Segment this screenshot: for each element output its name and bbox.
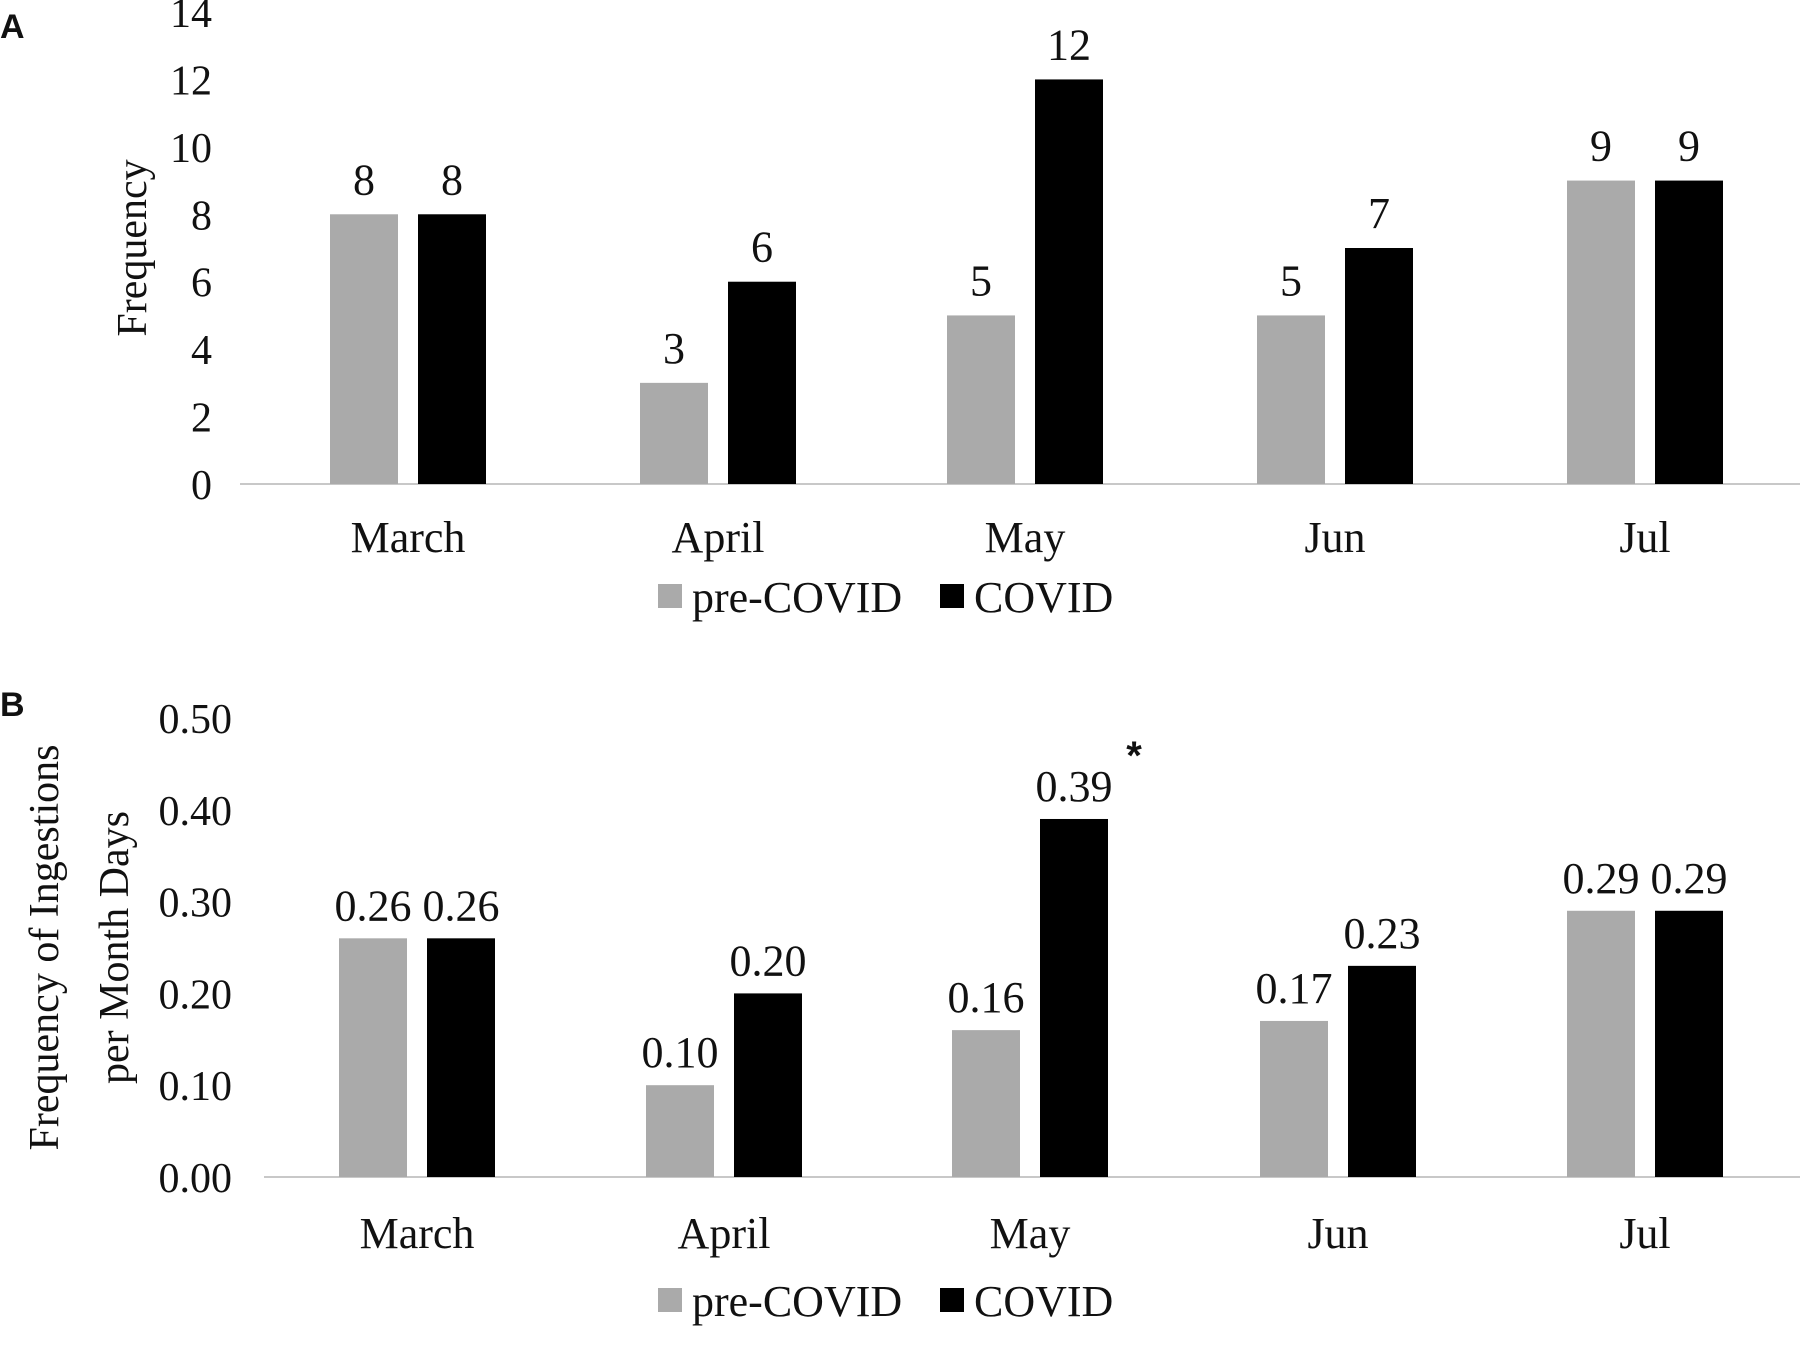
panel-b-category-label: March [360, 1209, 475, 1258]
panel-a-data-label: 12 [1047, 20, 1091, 69]
panel-b-y-tick-label: 0.40 [159, 789, 233, 835]
panel-a-category-label: April [672, 513, 765, 562]
panel-b-data-label: 0.26 [423, 881, 500, 930]
panel-b-y-axis-label: Frequency of Ingestions [22, 745, 68, 1151]
panel-a-category-label: Jul [1619, 513, 1670, 562]
panel-b-bar-pre-covid-april [646, 1085, 714, 1177]
panel-b-bar-covid-april [734, 993, 802, 1177]
panel-b-data-label: 0.29 [1651, 854, 1728, 903]
panel-a-bar-covid-april [728, 281, 796, 484]
panel-a-category-label: March [351, 513, 466, 562]
panel-a-data-label: 5 [970, 256, 992, 305]
panel-a-bar-pre-covid-april [640, 382, 708, 484]
panel-b-bar-covid-jul [1655, 910, 1723, 1177]
panel-b-data-label: 0.16 [948, 973, 1025, 1022]
panel-b-data-label: 0.29 [1563, 854, 1640, 903]
panel-b-bar-pre-covid-march [339, 938, 407, 1177]
panel-a-y-tick-label: 10 [170, 126, 212, 172]
panel-b-bar-pre-covid-may [952, 1030, 1020, 1177]
panel-a-y-tick-label: 4 [191, 328, 212, 374]
panel-a-bar-covid-jul [1655, 180, 1723, 485]
panel-b-category-label: Jul [1619, 1209, 1670, 1258]
panel-a-data-label: 3 [663, 324, 685, 373]
panel-b-bar-pre-covid-jun [1260, 1020, 1328, 1177]
panel-letter-b: B [0, 686, 25, 724]
panel-b-bar-pre-covid-jul [1567, 910, 1635, 1177]
panel-a-bar-covid-jun [1345, 248, 1413, 484]
panel-a-category-label: May [985, 513, 1066, 562]
panel-b-data-label: 0.10 [642, 1028, 719, 1077]
panel-a-data-label: 5 [1280, 256, 1302, 305]
panel-a-legend-label: COVID [974, 573, 1113, 622]
panel-b-data-label: 0.17 [1256, 964, 1333, 1013]
panel-b-category-label: Jun [1307, 1209, 1368, 1258]
panel-b-bar-covid-jun [1348, 965, 1416, 1177]
panel-letter-a: A [0, 8, 25, 46]
panel-a-data-label: 9 [1590, 122, 1612, 171]
panel-b-bar-covid-may [1040, 818, 1108, 1177]
panel-a-data-label: 6 [751, 223, 773, 272]
panel-b-category-label: May [990, 1209, 1071, 1258]
panel-b-y-tick-label: 0.00 [159, 1156, 233, 1202]
panel-a-legend-swatch [940, 584, 964, 608]
panel-a-data-label: 8 [441, 155, 463, 204]
panel-b-data-label: 0.39 [1036, 762, 1113, 811]
panel-a-legend-swatch [658, 584, 682, 608]
panel-a-bar-pre-covid-jul [1567, 180, 1635, 485]
panel-b-y-tick-label: 0.30 [159, 881, 233, 927]
panel-a-bar-covid-march [418, 214, 486, 485]
panel-b-legend-swatch [940, 1288, 964, 1312]
panel-b-y-tick-label: 0.20 [159, 972, 233, 1018]
panel-b-data-label: 0.23 [1344, 909, 1421, 958]
panel-a-y-tick-label: 6 [191, 261, 212, 307]
panel-a-bar-pre-covid-march [330, 214, 398, 485]
panel-a-category-label: Jun [1304, 513, 1365, 562]
panel-a-data-label: 8 [353, 155, 375, 204]
panel-a-y-tick-label: 8 [191, 193, 212, 239]
panel-a-legend-label: pre-COVID [692, 573, 902, 622]
panel-b-data-label: 0.20 [730, 936, 807, 985]
panel-a-bar-pre-covid-may [947, 315, 1015, 484]
panel-b-significance-marker: * [1126, 734, 1142, 778]
panel-b-y-tick-label: 0.50 [159, 697, 233, 743]
panel-b-y-tick-label: 0.10 [159, 1064, 233, 1110]
panel-b-bar-covid-march [427, 938, 495, 1177]
panel-a-data-label: 7 [1368, 189, 1390, 238]
panel-a-data-label: 9 [1678, 122, 1700, 171]
panel-b-category-label: April [678, 1209, 771, 1258]
panel-b-legend-label: COVID [974, 1277, 1113, 1326]
panel-b-data-label: 0.26 [335, 881, 412, 930]
panel-a-bar-covid-may [1035, 79, 1103, 484]
panel-b-legend-label: pre-COVID [692, 1277, 902, 1326]
panel-a-y-tick-label: 14 [170, 0, 212, 37]
panel-a-y-tick-label: 12 [170, 58, 212, 104]
panel-a-bar-pre-covid-jun [1257, 315, 1325, 484]
panel-a-y-tick-label: 0 [191, 463, 212, 509]
panel-a-y-axis-label: Frequency [110, 159, 156, 336]
panel-b-y-axis-label: per Month Days [92, 811, 138, 1084]
panel-b-legend-swatch [658, 1288, 682, 1312]
panel-a-y-tick-label: 2 [191, 396, 212, 442]
